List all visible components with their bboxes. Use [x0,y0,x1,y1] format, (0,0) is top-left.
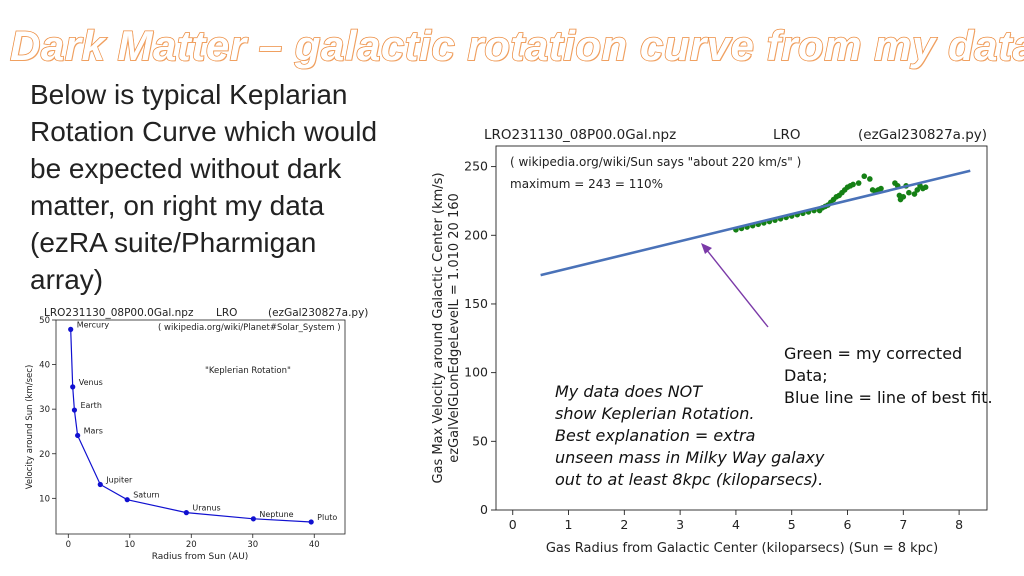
best-fit-line [540,169,971,277]
annotation-arrow [705,248,769,328]
planet-point [183,509,189,516]
data-point [850,181,856,188]
chart-header-script: (ezGal230827a.py) [268,307,368,319]
data-point [911,191,918,197]
note-line: My data does NOT [555,382,703,401]
planet-point [308,519,314,525]
y-axis-label: Gas Max Velocity around Galactic Center … [431,172,446,483]
y-tick-label: 250 [464,159,488,174]
plot-frame [495,145,988,511]
source-annotation: ( wikipedia.org/wiki/Sun says "about 220… [510,155,801,169]
x-tick-label: 40 [309,540,320,550]
intro-line: array) [30,264,104,295]
arrowhead-icon [701,243,712,254]
x-tick-label: 0 [509,517,517,532]
planet-label: Saturn [133,491,159,500]
y-tick-label: 40 [39,361,50,371]
x-tick-label: 6 [844,517,852,532]
planet-label: Earth [80,401,101,410]
note-line: out to at least 8kpc (kiloparsecs). [555,470,823,489]
data-point [861,173,868,180]
x-tick-label: 30 [247,540,258,550]
chart-header-site: LRO [773,127,801,143]
y-tick-label: 50 [39,316,50,326]
planet-point [250,516,256,522]
data-point [878,185,884,192]
intro-line: matter, on right my data [30,190,325,221]
planet-label: Pluto [317,513,337,522]
x-axis-label: Radius from Sun (AU) [152,552,249,562]
intro-line: (ezRA suite/Pharmigan [30,227,317,258]
x-tick-label: 0 [66,540,71,550]
planet-point [70,384,76,390]
slide-title: Dark Matter – galactic rotation curve fr… [9,21,1024,70]
keplerian-annotation: "Keplerian Rotation" [205,366,291,376]
y-tick-label: 0 [480,502,488,517]
chart-header-file: LRO231130_08P00.0Gal.npz [484,127,676,143]
y-axis-label: Velocity around Sun (km/sec) [25,365,35,490]
intro-line: Rotation Curve which would [30,116,378,147]
data-point [922,184,929,191]
y-tick-label: 200 [464,227,488,242]
planet-label: Venus [79,378,103,387]
planet-point [68,326,74,332]
data-point [900,194,907,200]
y-tick-label: 30 [39,405,50,415]
planet-label: Mercury [77,320,110,329]
data-point [914,187,921,193]
intro-line: Below is typical Keplarian [30,79,348,110]
maximum-annotation: maximum = 243 = 110% [510,177,663,191]
x-tick-label: 1 [565,517,573,532]
planet-point [71,407,78,413]
plot-frame [55,319,346,535]
y-tick-label: 10 [39,494,50,504]
planet-label: Neptune [259,510,293,519]
y-tick-label: 100 [464,365,488,380]
y-tick-label: 150 [464,296,488,311]
data-point [906,189,912,196]
y-tick-label: 50 [472,433,488,448]
data-point [855,180,862,186]
legend-line: Data; [784,366,828,385]
data-point [867,176,873,182]
intro-line: be expected without dark [30,153,342,184]
y-axis-label-secondary: ezGalVelGLonEdgeLevelL = 1.010 20 160 [447,193,462,463]
chart-header-site: LRO [216,307,237,319]
chart-header-script: (ezGal230827a.py) [858,127,987,143]
x-tick-label: 8 [955,517,963,532]
chart-header-file: LRO231130_08P00.0Gal.npz [44,307,194,319]
intro-text: Below is typical Keplarian Rotation Curv… [30,76,430,298]
source-annotation: ( wikipedia.org/wiki/Planet#Solar_System… [158,323,341,333]
x-tick-label: 20 [186,540,197,550]
planet-label: Jupiter [105,476,133,485]
note-line: Best explanation = extra [555,426,755,445]
planet-label: Mars [84,426,103,435]
x-tick-label: 7 [899,517,907,532]
x-tick-label: 10 [124,540,135,550]
note-line: show Keplerian Rotation. [555,404,754,423]
y-tick-label: 20 [39,450,50,460]
x-tick-label: 3 [676,517,684,532]
planet-point [75,432,81,439]
x-tick-label: 4 [732,517,740,532]
planet-label: Uranus [192,504,220,513]
x-axis-label: Gas Radius from Galactic Center (kilopar… [546,541,938,556]
legend-line: Blue line = line of best fit. [784,388,993,407]
planet-point [124,497,130,503]
x-tick-label: 2 [620,517,628,532]
planet-point [97,481,103,488]
note-line: unseen mass in Milky Way galaxy [555,448,825,467]
legend-line: Green = my corrected [784,344,962,363]
x-tick-label: 5 [788,517,796,532]
